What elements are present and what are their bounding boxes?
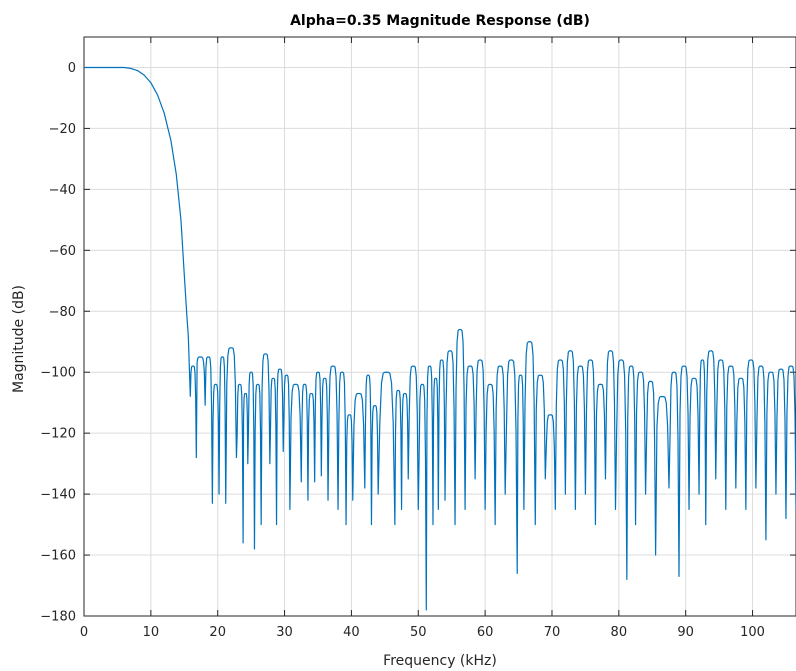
x-tick-label: 80 [611,625,628,640]
x-tick-label: 100 [740,625,765,640]
y-tick-label: −120 [40,427,76,442]
x-tick-label: 0 [80,625,88,640]
x-tick-label: 90 [677,625,694,640]
x-tick-label: 60 [477,625,494,640]
magnitude-line [84,66,796,611]
y-tick-label: −180 [40,610,76,625]
chart-title: Alpha=0.35 Magnitude Response (dB) [290,13,590,29]
x-tick-label: 30 [276,625,293,640]
x-tick-label: 50 [410,625,427,640]
plot-frame [83,36,796,617]
y-tick-label: −40 [49,183,76,198]
x-tick-label: 70 [544,625,561,640]
grid-lines [84,37,796,616]
y-tick-label: −60 [49,244,76,259]
y-tick-label: −140 [40,488,76,503]
y-tick-label: −80 [49,305,76,320]
y-axis-label: Magnitude (dB) [11,285,27,393]
x-tick-label: 40 [343,625,360,640]
tick-labels: 0 10 20 30 40 50 60 70 80 90 100 0 −20 −40 −60 −80 −100 −… [40,61,765,640]
y-tick-label: −160 [40,549,76,564]
x-tick-label: 10 [143,625,160,640]
y-tick-label: −100 [40,366,76,381]
x-tick-label: 20 [209,625,226,640]
x-axis-label: Frequency (kHz) [383,653,497,669]
y-tick-label: −20 [49,122,76,137]
y-tick-label: 0 [68,61,76,76]
axes [83,36,796,617]
